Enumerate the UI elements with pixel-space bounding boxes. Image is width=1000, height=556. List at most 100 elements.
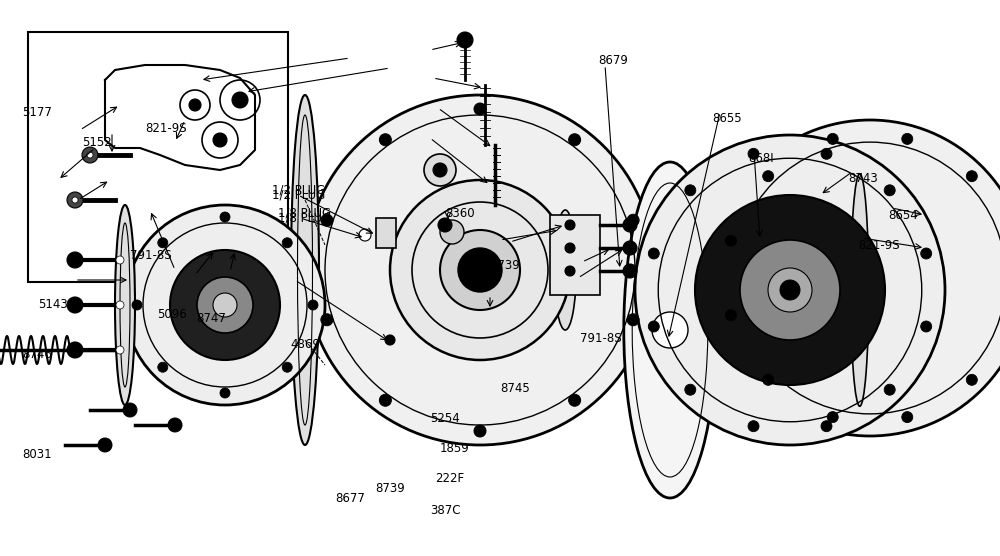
- Circle shape: [379, 394, 391, 406]
- Circle shape: [321, 214, 333, 226]
- Bar: [550, 215, 600, 295]
- Circle shape: [474, 103, 486, 115]
- Circle shape: [67, 252, 83, 268]
- Text: 8677: 8677: [335, 492, 365, 504]
- Circle shape: [725, 235, 736, 246]
- Text: 8746: 8746: [22, 349, 52, 361]
- Text: 5143: 5143: [38, 299, 68, 311]
- Ellipse shape: [291, 95, 319, 445]
- Ellipse shape: [554, 210, 576, 330]
- Circle shape: [565, 243, 575, 253]
- Text: 387C: 387C: [430, 504, 460, 517]
- Text: 8654: 8654: [888, 208, 918, 221]
- Text: 791-8S: 791-8S: [580, 331, 622, 345]
- Text: 5152: 5152: [82, 136, 112, 148]
- Circle shape: [116, 256, 124, 264]
- Circle shape: [635, 135, 945, 445]
- Circle shape: [359, 229, 371, 241]
- Circle shape: [712, 120, 1000, 436]
- Circle shape: [220, 212, 230, 222]
- Circle shape: [623, 218, 637, 232]
- Text: 791-8S: 791-8S: [130, 249, 172, 261]
- Circle shape: [116, 301, 124, 309]
- Circle shape: [305, 95, 655, 445]
- Circle shape: [232, 92, 248, 108]
- Circle shape: [768, 268, 812, 312]
- Circle shape: [627, 214, 639, 226]
- Circle shape: [921, 321, 932, 332]
- Circle shape: [67, 342, 83, 358]
- Circle shape: [197, 277, 253, 333]
- Text: 8739: 8739: [375, 481, 405, 494]
- Circle shape: [821, 148, 832, 160]
- Text: 1/2 PLUG: 1/2 PLUG: [272, 183, 325, 196]
- Circle shape: [569, 134, 581, 146]
- Text: 8031: 8031: [22, 449, 52, 461]
- Circle shape: [390, 180, 570, 360]
- Text: 868I: 868I: [748, 151, 774, 165]
- Circle shape: [168, 418, 182, 432]
- Circle shape: [67, 297, 83, 313]
- Bar: [376, 218, 396, 248]
- Text: 5096: 5096: [157, 309, 187, 321]
- Circle shape: [627, 314, 639, 326]
- Ellipse shape: [851, 174, 869, 406]
- Circle shape: [125, 205, 325, 405]
- Circle shape: [213, 133, 227, 147]
- Circle shape: [67, 192, 83, 208]
- Circle shape: [282, 362, 292, 372]
- Circle shape: [321, 314, 333, 326]
- Circle shape: [170, 250, 280, 360]
- Circle shape: [72, 197, 78, 203]
- Circle shape: [725, 310, 736, 321]
- Text: 1859: 1859: [440, 441, 470, 454]
- Text: 8679: 8679: [598, 53, 628, 67]
- Circle shape: [763, 171, 774, 182]
- Text: 821-9S: 821-9S: [858, 239, 900, 251]
- Circle shape: [780, 280, 800, 300]
- Text: 5177: 5177: [22, 106, 52, 118]
- Text: 8745: 8745: [500, 381, 530, 395]
- Circle shape: [966, 171, 977, 182]
- Circle shape: [565, 220, 575, 230]
- Text: 8655: 8655: [712, 112, 742, 125]
- Text: 8360: 8360: [445, 206, 475, 220]
- Circle shape: [623, 264, 637, 278]
- Text: 821-9S: 821-9S: [145, 122, 187, 135]
- Circle shape: [385, 335, 395, 345]
- Circle shape: [884, 384, 895, 395]
- Circle shape: [213, 293, 237, 317]
- Circle shape: [474, 425, 486, 437]
- Circle shape: [685, 185, 696, 196]
- Circle shape: [884, 185, 895, 196]
- Circle shape: [652, 312, 688, 348]
- Circle shape: [132, 300, 142, 310]
- Text: 8739: 8739: [490, 259, 520, 271]
- Circle shape: [82, 147, 98, 163]
- Circle shape: [123, 403, 137, 417]
- Circle shape: [902, 133, 913, 145]
- Circle shape: [438, 218, 452, 232]
- Circle shape: [98, 438, 112, 452]
- Ellipse shape: [115, 205, 135, 405]
- Text: 1/8 PLUG: 1/8 PLUG: [278, 206, 331, 220]
- Circle shape: [821, 421, 832, 431]
- Circle shape: [424, 154, 456, 186]
- Circle shape: [379, 134, 391, 146]
- Circle shape: [763, 374, 774, 385]
- Circle shape: [623, 241, 637, 255]
- Circle shape: [748, 148, 759, 160]
- Circle shape: [748, 421, 759, 431]
- Circle shape: [440, 220, 464, 244]
- Circle shape: [308, 300, 318, 310]
- Text: 8743: 8743: [848, 171, 878, 185]
- Circle shape: [158, 238, 168, 248]
- Text: 4869: 4869: [290, 339, 320, 351]
- Circle shape: [921, 248, 932, 259]
- Circle shape: [116, 346, 124, 354]
- Circle shape: [648, 321, 659, 332]
- Bar: [28, 32, 288, 282]
- Circle shape: [966, 374, 977, 385]
- Circle shape: [740, 240, 840, 340]
- Ellipse shape: [624, 162, 716, 498]
